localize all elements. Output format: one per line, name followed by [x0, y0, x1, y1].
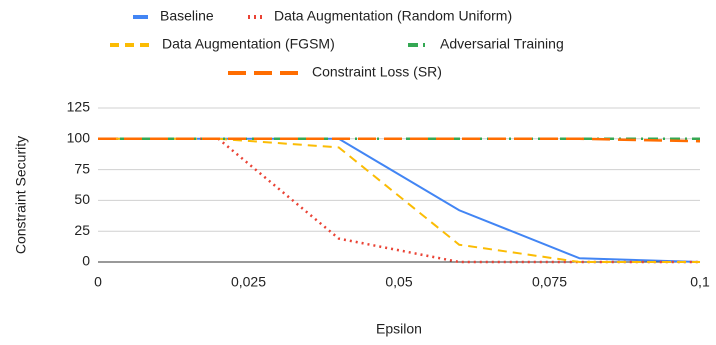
y-axis-title: Constraint Security: [13, 136, 29, 254]
x-tick-label: 0,1: [690, 274, 710, 290]
x-tick-label: 0,05: [385, 274, 412, 290]
y-tick-label: 100: [67, 130, 91, 146]
legend-label: Constraint Loss (SR): [312, 64, 442, 80]
y-tick-label: 50: [74, 191, 90, 207]
legend-label: Adversarial Training: [440, 36, 564, 52]
legend-label: Baseline: [160, 8, 214, 24]
y-tick-label: 0: [82, 253, 90, 269]
series-line: [98, 137, 701, 263]
y-tick-label: 25: [74, 222, 90, 238]
series-line: [98, 137, 701, 143]
x-tick-label: 0,075: [532, 274, 567, 290]
x-axis-title: Epsilon: [376, 321, 422, 337]
x-tick-label: 0: [94, 274, 102, 290]
y-tick-label: 75: [74, 160, 90, 176]
y-tick-label: 125: [67, 99, 91, 115]
series-line: [98, 137, 700, 263]
x-tick-label: 0,025: [231, 274, 266, 290]
legend-label: Data Augmentation (Random Uniform): [274, 8, 512, 24]
legend-label: Data Augmentation (FGSM): [162, 36, 335, 52]
